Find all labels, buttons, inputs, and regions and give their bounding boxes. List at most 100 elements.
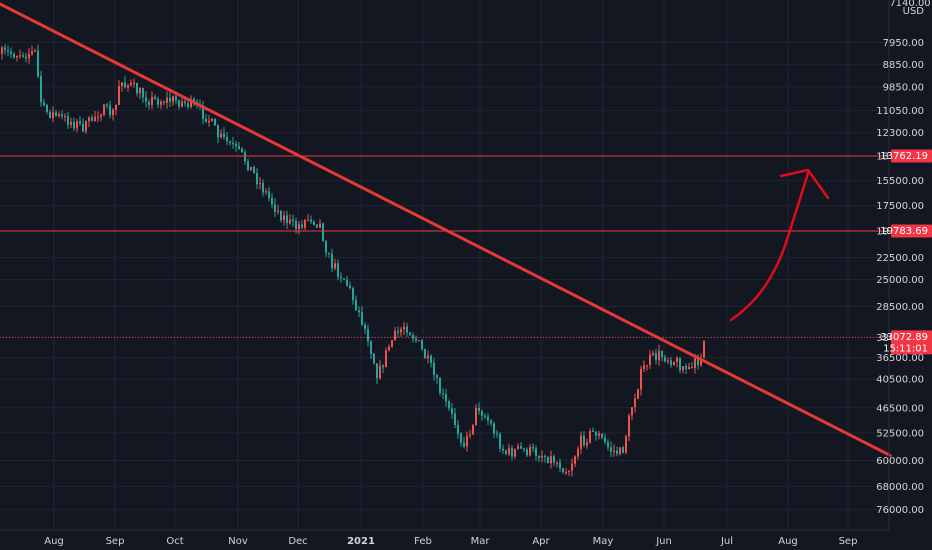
candle-body (430, 355, 432, 363)
candle (49, 109, 51, 119)
price-axis[interactable]: 7140.00 USD 7950.00 8850.00 9850.00 11050.0… (876, 0, 930, 516)
candle-body (106, 104, 108, 106)
candle-body (643, 365, 645, 369)
candle-body (475, 407, 477, 426)
candle-body (280, 210, 282, 221)
candle-body (28, 53, 30, 59)
candle-body (532, 446, 534, 449)
time-tick-label: Sep (106, 536, 125, 547)
candle (112, 108, 114, 121)
candle (343, 277, 345, 281)
candle-body (232, 142, 234, 144)
candle (544, 454, 546, 463)
candle-body (484, 415, 486, 417)
candle (553, 454, 555, 467)
candle (490, 418, 492, 427)
time-tick-label: May (593, 536, 614, 547)
candle-body (220, 133, 222, 138)
candle-body (112, 109, 114, 116)
candle (535, 445, 537, 461)
candle (46, 103, 48, 115)
candle-body (649, 354, 651, 366)
time-axis[interactable]: Aug Sep Oct Nov Dec 2021 Feb Mar Apr May Jun Jul Aug… (44, 536, 857, 547)
candle (604, 433, 606, 445)
candle (685, 363, 687, 375)
candle (325, 239, 327, 258)
freehand-arrow-shaft[interactable] (729, 171, 810, 322)
candle-body (271, 197, 273, 205)
candle-body (214, 118, 216, 126)
candle-body (400, 329, 402, 333)
candle (16, 55, 18, 62)
candle-body (61, 114, 63, 117)
candle (505, 449, 507, 456)
candle-body (655, 352, 657, 361)
candle-body (508, 447, 510, 455)
candle-body (334, 263, 336, 269)
candle-body (211, 118, 213, 121)
candle (406, 322, 408, 337)
candle (448, 399, 450, 412)
candle-body (607, 441, 609, 448)
candle (148, 99, 150, 110)
candle (652, 350, 654, 357)
candle-body (157, 98, 159, 105)
candle-body (493, 423, 495, 434)
candle (568, 470, 570, 477)
candle-body (391, 340, 393, 347)
candle (364, 322, 366, 335)
annotation-layer[interactable] (729, 168, 830, 322)
candle (217, 124, 219, 144)
candle-body (547, 456, 549, 464)
candle-body (559, 462, 561, 469)
trendline[interactable] (0, 2, 892, 457)
candle (52, 106, 54, 123)
candle (241, 146, 243, 153)
candle-body (673, 362, 675, 365)
candle-body (664, 357, 666, 362)
candle-body (7, 50, 9, 52)
candle (484, 413, 486, 420)
candle-body (139, 87, 141, 94)
candle (181, 97, 183, 108)
candle (460, 431, 462, 447)
price-tick-label: 68000.00 (876, 482, 924, 493)
candle-body (85, 121, 87, 132)
candle (613, 444, 615, 457)
candle-body (415, 338, 417, 341)
candle-body (457, 424, 459, 434)
candle (385, 347, 387, 368)
candle (238, 142, 240, 150)
candle (97, 111, 99, 123)
candle-body (235, 143, 237, 146)
candle-body (1, 47, 3, 54)
candle (214, 118, 216, 126)
candle (616, 446, 618, 457)
candle (10, 47, 12, 59)
candle (310, 215, 312, 224)
freehand-arrow-head[interactable] (779, 168, 830, 200)
candle (301, 220, 303, 230)
candle (532, 443, 534, 453)
candle-body (694, 358, 696, 368)
candle-body (499, 434, 501, 449)
candle-body (568, 470, 570, 472)
candle (517, 443, 519, 450)
candle (394, 326, 396, 341)
price-tick-label: 22500.00 (876, 253, 924, 264)
candle-body (145, 97, 147, 102)
trendline-layer[interactable] (0, 2, 892, 457)
candle (235, 140, 237, 152)
candle-body (370, 341, 372, 354)
price-axis-top-partial-label: 7140.00 (889, 0, 930, 9)
candle (100, 113, 102, 122)
candle (502, 444, 504, 455)
candle (355, 295, 357, 311)
candle (475, 404, 477, 426)
candle (640, 365, 642, 396)
candle (244, 149, 246, 165)
candle-body (250, 166, 252, 171)
candle (595, 431, 597, 441)
